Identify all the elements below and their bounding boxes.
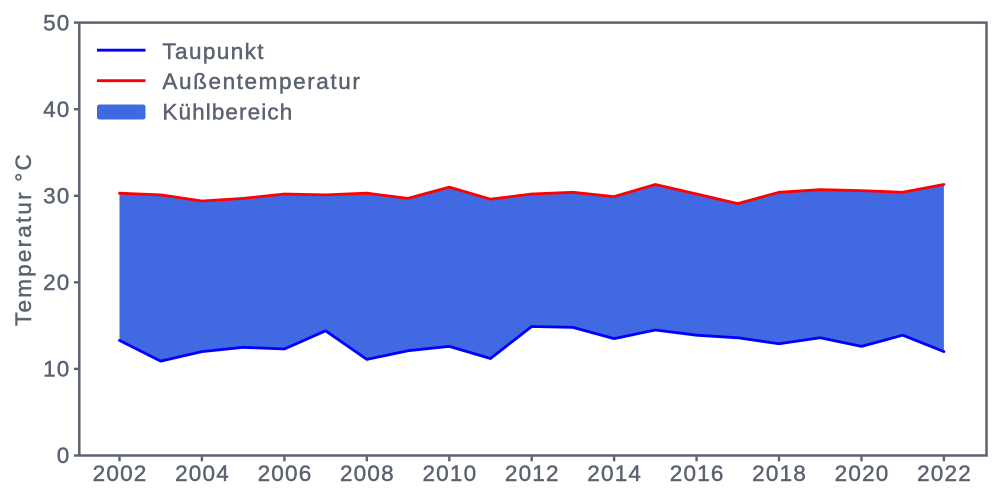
- svg-text:2002: 2002: [93, 461, 148, 486]
- svg-text:Temperatur °C: Temperatur °C: [11, 152, 36, 326]
- svg-text:50: 50: [43, 10, 70, 35]
- svg-text:30: 30: [43, 184, 70, 209]
- svg-text:2016: 2016: [670, 461, 725, 486]
- svg-text:2014: 2014: [587, 461, 642, 486]
- svg-text:20: 20: [43, 270, 70, 295]
- svg-text:Taupunkt: Taupunkt: [162, 39, 265, 64]
- svg-text:2022: 2022: [917, 461, 972, 486]
- svg-text:2018: 2018: [752, 461, 807, 486]
- svg-text:2020: 2020: [835, 461, 890, 486]
- svg-text:2010: 2010: [422, 461, 477, 486]
- svg-text:10: 10: [43, 357, 70, 382]
- svg-text:0: 0: [57, 443, 71, 468]
- svg-text:Außentemperatur: Außentemperatur: [162, 69, 361, 94]
- svg-text:Kühlbereich: Kühlbereich: [162, 100, 293, 125]
- svg-text:40: 40: [43, 97, 70, 122]
- svg-text:2008: 2008: [340, 461, 395, 486]
- svg-text:2004: 2004: [175, 461, 230, 486]
- svg-text:2012: 2012: [505, 461, 560, 486]
- svg-text:2006: 2006: [258, 461, 313, 486]
